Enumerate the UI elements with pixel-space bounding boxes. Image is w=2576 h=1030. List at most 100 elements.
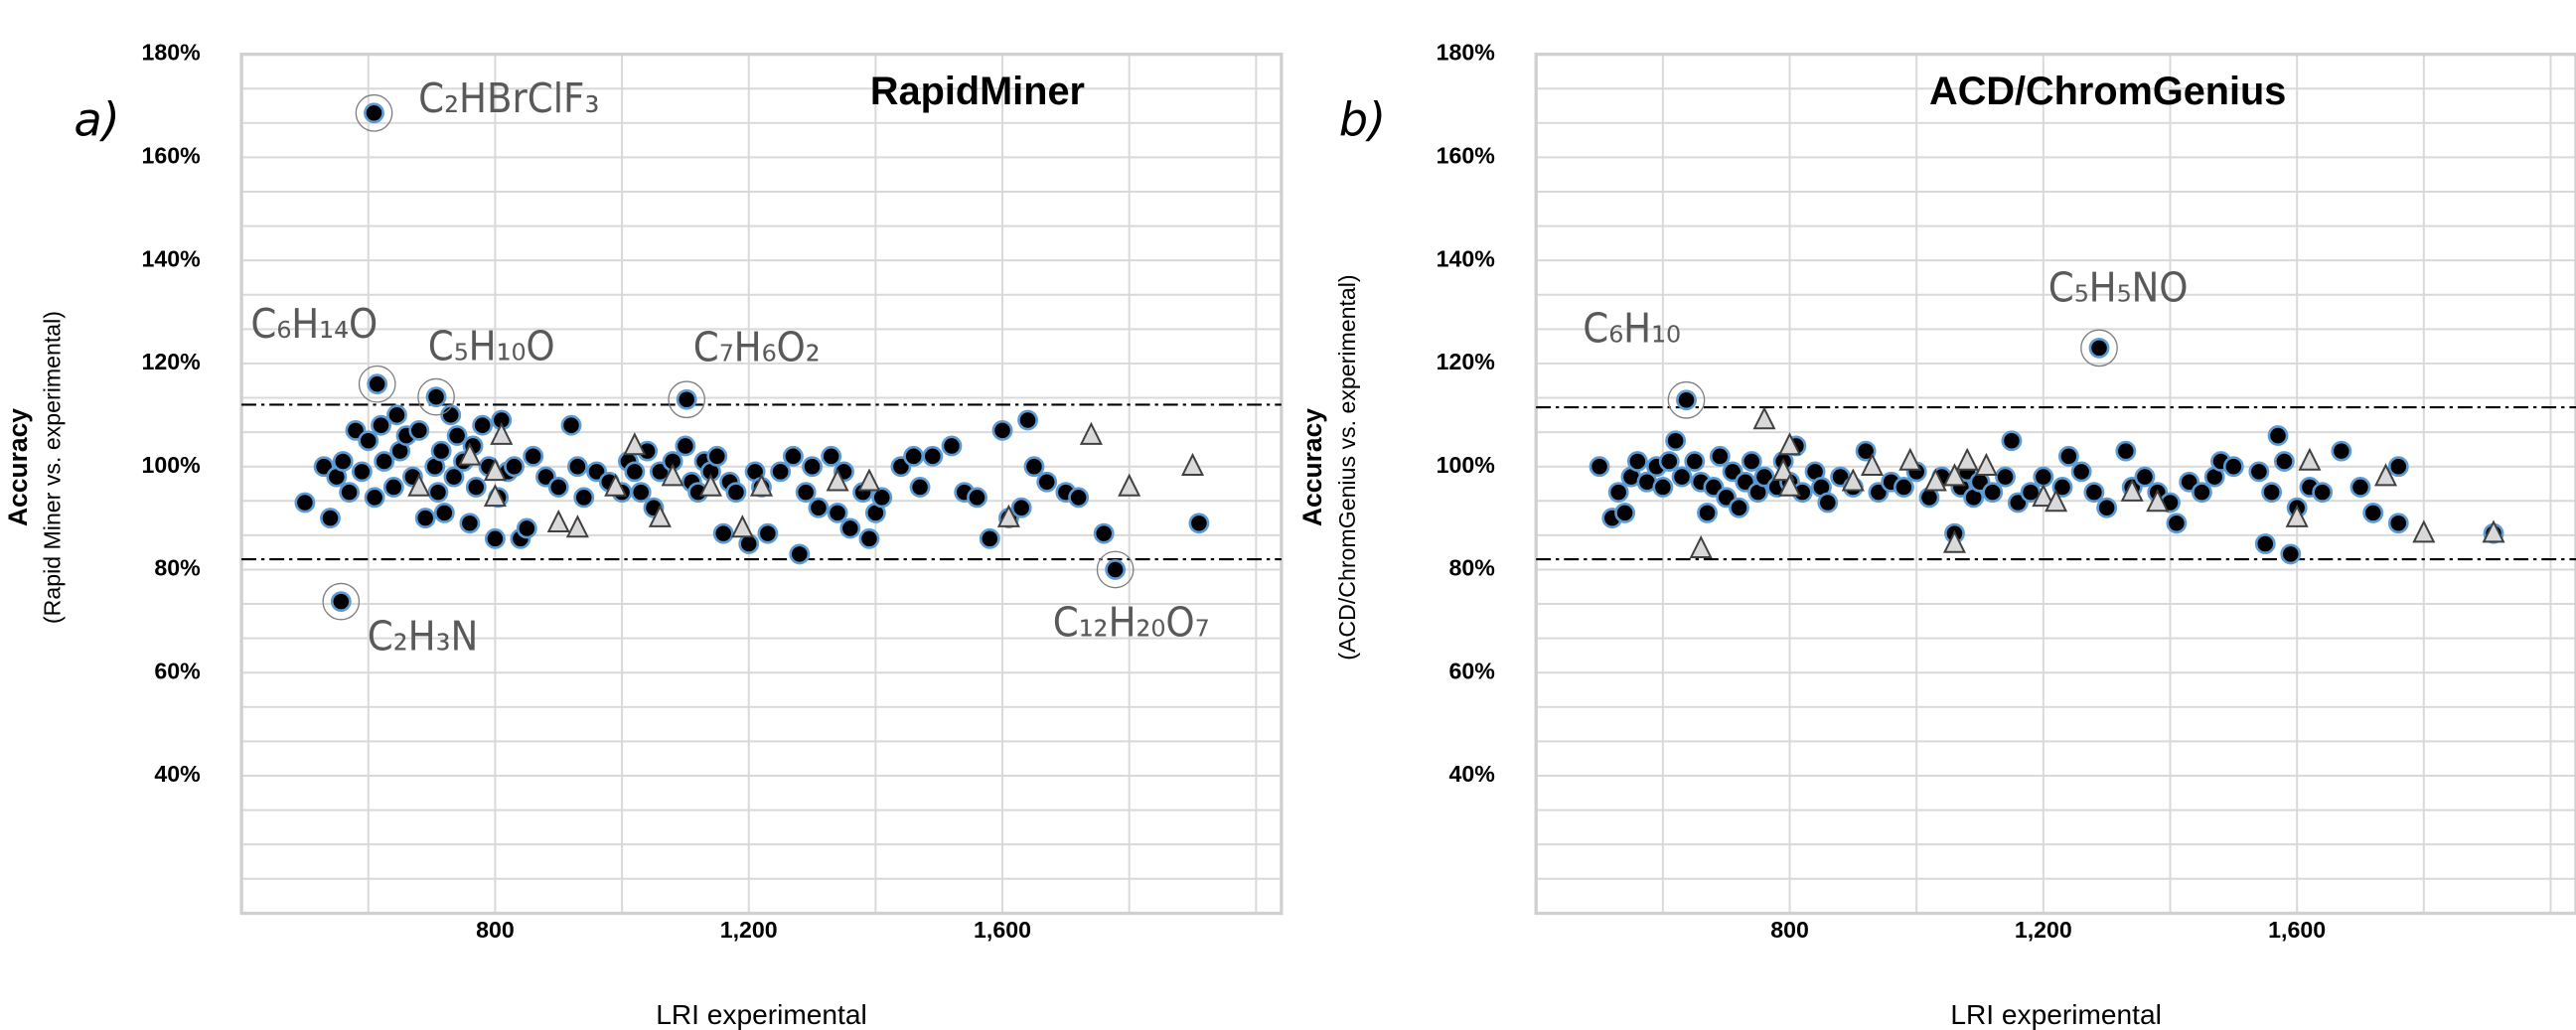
triangle-point <box>407 473 431 497</box>
circle-point <box>430 440 452 462</box>
triangle-point <box>1771 458 1795 482</box>
circle-point <box>1010 497 1032 518</box>
panel-label: a) <box>74 93 119 147</box>
circle-point <box>516 517 537 539</box>
x-tick-label: 1,600 <box>2268 917 2326 943</box>
triangle-point <box>730 515 754 538</box>
circle-point <box>1658 451 1680 472</box>
y-tick-label: 40% <box>154 761 200 787</box>
triangle-point <box>648 504 672 527</box>
annotation-label: C₁₂H₂₀O₇ <box>1053 599 1210 647</box>
circle-point <box>2362 502 2384 523</box>
circle-point <box>2083 482 2105 504</box>
circle-point <box>725 482 747 504</box>
circle-point <box>472 414 494 436</box>
circle-point <box>2070 461 2092 483</box>
y-tick-label: 40% <box>1449 761 1495 787</box>
triangle-point <box>490 421 514 445</box>
circle-point <box>358 430 379 452</box>
circle-point <box>839 517 861 539</box>
circle-point <box>1729 497 1749 518</box>
circle-point <box>2134 466 2156 488</box>
circle-point <box>386 404 407 426</box>
circle-point <box>1589 456 1610 478</box>
y-tick-label: 180% <box>142 40 201 66</box>
y-tick-label: 80% <box>1449 555 1495 581</box>
circle-point <box>941 435 963 457</box>
chart-title: RapidMiner <box>870 70 1085 113</box>
triangle-point <box>623 432 647 456</box>
circle-point <box>1036 471 1058 493</box>
circle-point <box>1676 389 1697 411</box>
circle-point <box>1626 451 1648 472</box>
circle-point <box>294 492 316 514</box>
y-axis-label: Accuracy <box>1297 408 1327 526</box>
y-axis-sublabel: (ACD/ChromGenius vs. experimental) <box>1334 274 1360 660</box>
circle-point <box>320 508 341 529</box>
circle-point <box>1017 409 1038 431</box>
triangle-point <box>1898 447 1922 471</box>
annotation-label: C₂H₃N <box>368 613 479 661</box>
circle-point <box>330 591 352 613</box>
circle-point <box>1068 487 1090 509</box>
circle-point <box>1093 522 1115 544</box>
annotation-ring <box>358 365 396 403</box>
circle-point <box>903 445 925 467</box>
y-tick-label: 140% <box>142 245 201 271</box>
circle-point <box>712 522 734 544</box>
triangle-point <box>1841 468 1865 492</box>
circle-point <box>2115 440 2137 462</box>
annotation-label: C₅H₁₀O <box>428 323 555 370</box>
circle-point <box>440 404 462 426</box>
annotation-ring <box>668 380 706 419</box>
circle-point <box>2280 543 2302 565</box>
circle-point <box>967 487 987 509</box>
triangle-point <box>826 468 849 492</box>
circle-point <box>2033 466 2054 488</box>
triangle-point <box>1689 534 1713 558</box>
y-tick-label: 160% <box>1437 143 1495 169</box>
plot-frame <box>1534 52 2576 916</box>
circle-point <box>1817 492 1839 514</box>
y-tick-label: 100% <box>1437 452 1495 478</box>
y-tick-label: 120% <box>1437 349 1495 374</box>
circle-point <box>795 482 817 504</box>
circle-point <box>1995 466 2016 488</box>
annotation-label: C₇H₆O₂ <box>693 324 821 371</box>
triangle-point <box>2298 447 2322 471</box>
circle-point <box>821 445 842 467</box>
circle-point <box>425 386 447 408</box>
circle-point <box>339 482 361 504</box>
y-tick-label: 100% <box>142 452 201 478</box>
circle-point <box>523 445 544 467</box>
circle-point <box>2273 451 2295 472</box>
annotation-label: C₆H₁₄O <box>250 300 378 348</box>
circle-point <box>922 445 944 467</box>
triangle-point <box>1079 421 1103 445</box>
circle-point <box>1982 482 2004 504</box>
circle-point <box>2349 477 2371 498</box>
triangle-point <box>1777 473 1802 497</box>
triangle-point <box>2482 519 2505 543</box>
circle-point <box>443 466 465 488</box>
triangle-point <box>1942 463 1967 487</box>
circle-point <box>2088 337 2110 359</box>
circle-point <box>2096 497 2118 518</box>
triangle-point <box>604 473 628 497</box>
circle-point <box>2222 456 2244 478</box>
circle-point <box>1023 456 1045 478</box>
circle-point <box>2387 456 2409 478</box>
triangle-point <box>857 468 881 492</box>
x-tick-label: 1,200 <box>720 917 778 943</box>
y-tick-label: 80% <box>154 555 200 581</box>
annotation-label: C₅H₅NO <box>2048 263 2189 311</box>
triangle-point <box>458 442 482 466</box>
triangle-point <box>565 515 589 538</box>
circle-point <box>2331 440 2352 462</box>
triangle-point <box>1180 452 1205 476</box>
circle-point <box>858 527 880 549</box>
circle-point <box>2248 461 2270 483</box>
panel-label: b) <box>1339 93 1386 147</box>
